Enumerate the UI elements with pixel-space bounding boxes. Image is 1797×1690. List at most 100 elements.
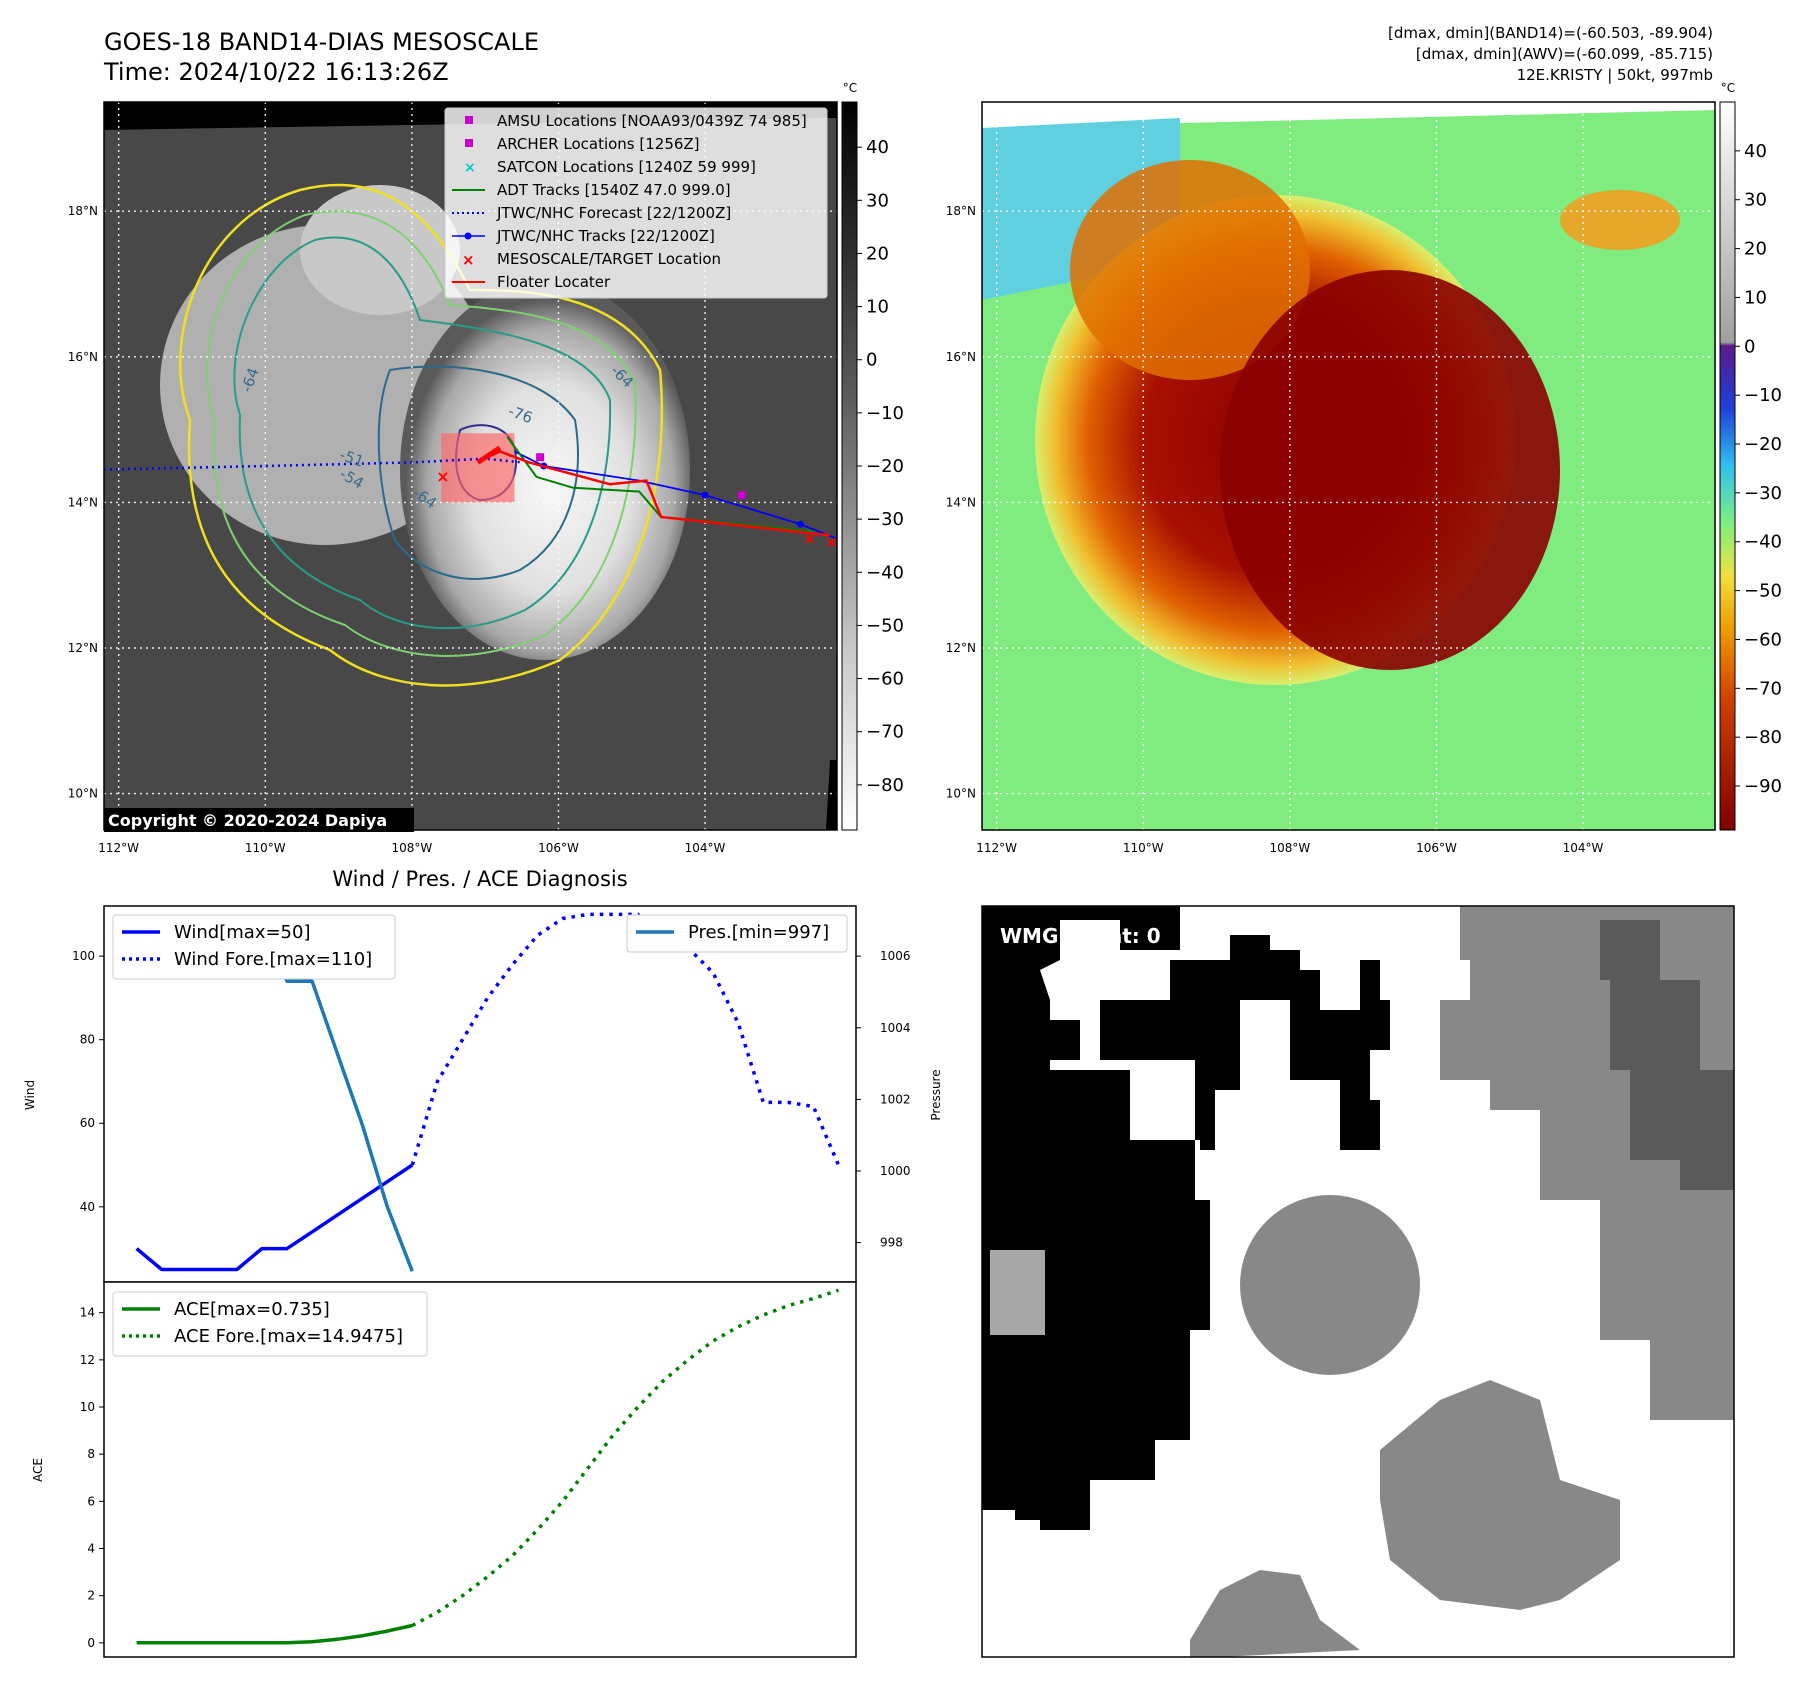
legend-meso: MESOSCALE/TARGET Location — [497, 250, 721, 268]
floater-track-bold — [476, 445, 502, 465]
colorbar-tick-label: −30 — [866, 509, 904, 530]
colorbar-tick-label: 30 — [1744, 190, 1767, 211]
copyright-text: Copyright © 2020-2024 Dapiya — [108, 811, 387, 830]
colorbar1 — [841, 101, 858, 831]
storm-central-cloud — [400, 280, 690, 660]
contour-yellow — [179, 183, 664, 687]
lat-tick-label: 10°N — [68, 787, 98, 801]
wmg-panel: WMG Count: 0 — [981, 905, 1735, 1658]
series-line-0 — [135, 1163, 414, 1272]
map2-gridlines — [982, 102, 1715, 830]
colorbar-tick-label: 10 — [866, 297, 889, 318]
forecast-track — [104, 457, 522, 471]
map2-axis-ticks: 18°N 16°N 14°N 12°N 10°N 112°W 110°W 108°W 106°W… — [946, 204, 1604, 855]
y-tick-label: 8 — [87, 1447, 95, 1461]
legend-amsu-marker — [465, 116, 473, 124]
colorbar-tick-label: 40 — [866, 137, 889, 158]
pressure-legend: Pres.[min=997] — [626, 914, 848, 953]
legend-amsu: AMSU Locations [NOAA93/0439Z 74 985] — [497, 112, 807, 130]
colorbar-tick-label: −80 — [1744, 727, 1782, 748]
ace-legend-box — [112, 1291, 428, 1357]
colorbar-tick-label: −70 — [1744, 678, 1782, 699]
colorbar-tick-label: −30 — [1744, 483, 1782, 504]
legend-meso-marker: × — [462, 251, 475, 269]
wmg-black-region — [982, 906, 1390, 1530]
copyright-box — [104, 808, 414, 832]
wind-fore-legend-label: Wind Fore.[max=110] — [174, 949, 372, 970]
ace-ylabel: ACE — [31, 1458, 45, 1482]
wmg-gray-center-blob — [1240, 1195, 1420, 1375]
lon-tick-label: 110°W — [245, 841, 286, 855]
lat-tick-label: 16°N — [946, 350, 976, 364]
jtwc-track-point — [796, 520, 804, 528]
y-tick-label: 60 — [80, 1116, 95, 1130]
colorbar-tick-label: −70 — [866, 722, 904, 743]
lat-tick-label: 18°N — [946, 204, 976, 218]
diagnosis-title: Wind / Pres. / ACE Diagnosis — [332, 867, 627, 891]
ace-panel: 0 2 4 6 8 10 12 14 ACE ACE[max=0.735] ACE Fore.… — [31, 1281, 857, 1658]
colorbar-tick-label: −40 — [1744, 532, 1782, 553]
colorbar-tick-label: −80 — [866, 775, 904, 796]
legend-archer-marker — [465, 139, 473, 147]
lon-tick-label: 110°W — [1123, 841, 1164, 855]
mesoscale-target-marker: × — [825, 532, 838, 551]
colorbar-tick-label: 0 — [1744, 336, 1755, 357]
mesoscale-target-marker: × — [436, 467, 449, 486]
lon-tick-label: 112°W — [976, 841, 1017, 855]
lat-tick-label: 16°N — [68, 350, 98, 364]
wind-legend-label: Wind[max=50] — [174, 922, 311, 943]
lon-tick-label: 108°W — [391, 841, 432, 855]
colorbar-tick-label: −40 — [866, 562, 904, 583]
lon-tick-label: 104°W — [685, 841, 726, 855]
legend-tracks-marker — [464, 232, 472, 240]
ace-axis-ticks: 0 2 4 6 8 10 12 14 — [80, 1306, 104, 1650]
lat-tick-label: 14°N — [68, 495, 98, 509]
lon-tick-label: 108°W — [1269, 841, 1310, 855]
colorbar-tick-label: −50 — [866, 615, 904, 636]
colorbar-tick-label: 40 — [1744, 141, 1767, 162]
legend-tracks: JTWC/NHC Tracks [22/1200Z] — [496, 227, 715, 245]
jtwc-track — [514, 450, 837, 540]
colorbar-tick-label: 30 — [866, 190, 889, 211]
wmg-count-label: WMG Count: 0 — [1000, 924, 1161, 948]
y-tick-label: 10 — [80, 1400, 95, 1414]
ir-eastern-cell — [1560, 190, 1680, 250]
ir-northern-band — [1070, 160, 1310, 380]
figure-title-line2: Time: 2024/10/22 16:13:26Z — [103, 58, 449, 86]
info-line2: [dmax, dmin](AWV)=(-60.099, -85.715) — [1416, 45, 1713, 63]
y-right-tick-label: 1006 — [880, 949, 911, 963]
floater-track — [477, 450, 830, 537]
series-line-0 — [136, 1623, 413, 1645]
colorbar-tick-label: −20 — [866, 456, 904, 477]
y-tick-label: 40 — [80, 1200, 95, 1214]
lon-tick-label: 106°W — [538, 841, 579, 855]
wind-legend: Wind[max=50] Wind Fore.[max=110] — [112, 914, 396, 980]
colorbar1-unit: °C — [843, 81, 857, 95]
colorbar1-ticks: 40 30 20 10 0 −10 −20 −30 −40 −50 −60 −70 −80 — [857, 137, 904, 796]
lat-tick-label: 18°N — [68, 204, 98, 218]
track-overlay: × × × — [104, 436, 838, 551]
band14-map-panel: ××× -64-64-76-64-54-64-51 Copyright © 20… — [68, 81, 904, 855]
y-tick-label: 100 — [72, 949, 95, 963]
colorbar-tick-label: −10 — [1744, 385, 1782, 406]
legend-floater: Floater Locater — [497, 273, 611, 291]
y-right-tick-label: 1002 — [880, 1092, 911, 1106]
y-right-tick-label: 1000 — [880, 1164, 911, 1178]
colorbar-tick-label: −50 — [1744, 581, 1782, 602]
track-legend: AMSU Locations [NOAA93/0439Z 74 985] ARC… — [444, 107, 828, 299]
mesoscale-target-marker: × — [803, 529, 816, 548]
lon-tick-label: 104°W — [1563, 841, 1604, 855]
adt-track — [506, 436, 816, 533]
lon-tick-label: 112°W — [98, 841, 139, 855]
lon-tick-label: 106°W — [1416, 841, 1457, 855]
colorbar-tick-label: 0 — [866, 350, 877, 371]
wind-legend-box — [112, 914, 396, 980]
legend-box — [444, 107, 828, 299]
legend-fcst: JTWC/NHC Forecast [22/1200Z] — [496, 204, 731, 222]
colorbar2 — [1719, 101, 1736, 831]
lat-tick-label: 12°N — [946, 641, 976, 655]
info-line3: 12E.KRISTY | 50kt, 997mb — [1517, 66, 1713, 84]
lat-tick-label: 10°N — [946, 787, 976, 801]
colorbar-tick-label: −60 — [1744, 629, 1782, 650]
wmg-dark-gray-east — [1600, 920, 1734, 1190]
